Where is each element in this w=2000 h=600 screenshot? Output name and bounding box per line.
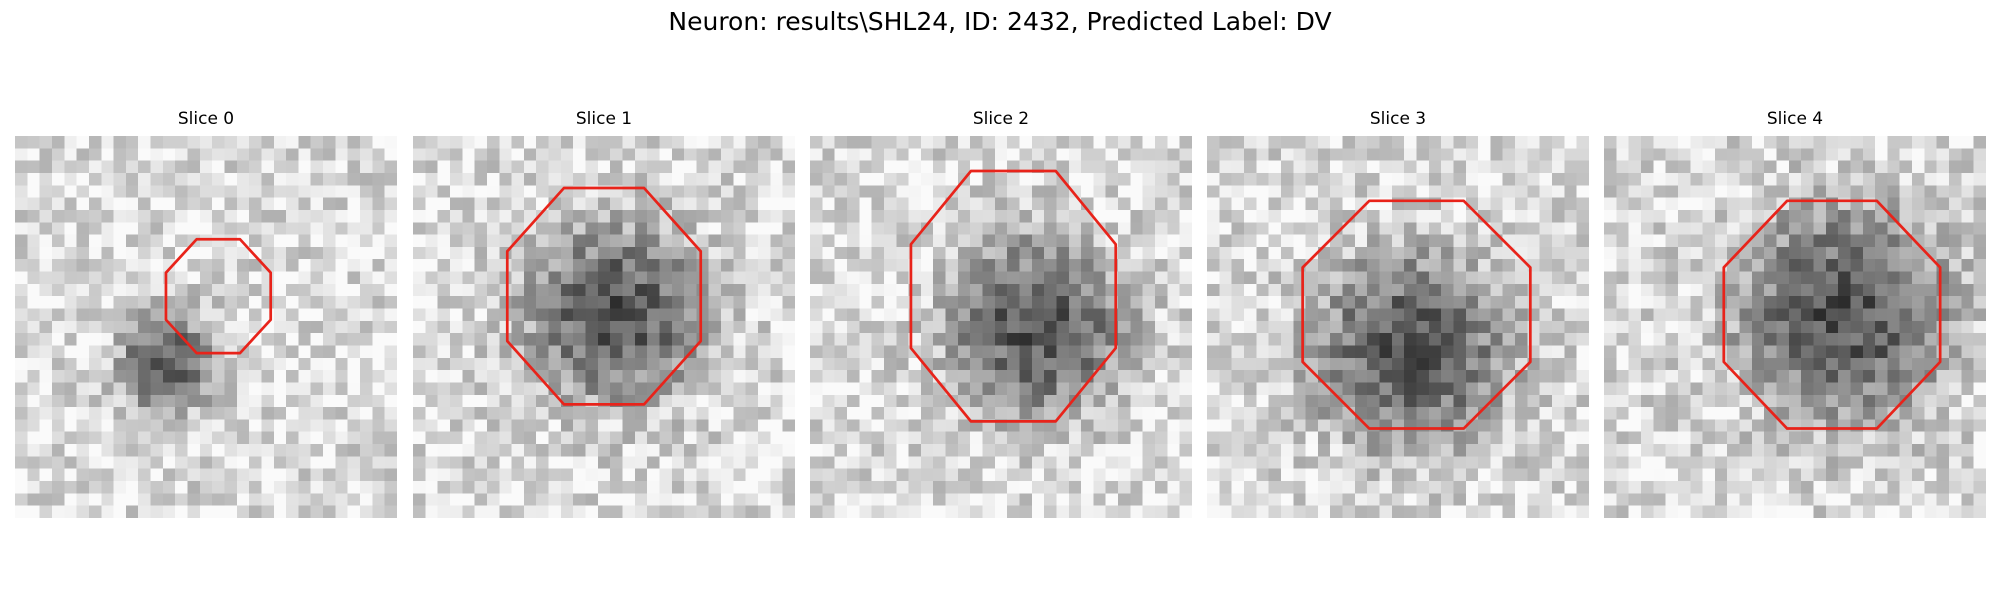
slice-panel-1: Slice 1: [413, 108, 795, 518]
slice-title: Slice 2: [972, 109, 1030, 129]
segmentation-contour: [909, 169, 1118, 423]
slice-title: Slice 0: [177, 109, 235, 129]
slice-title: Slice 3: [1369, 109, 1427, 129]
segmentation-contour: [1722, 199, 1942, 430]
slice-title: Slice 4: [1766, 109, 1824, 129]
slice-panel-4: Slice 4: [1604, 108, 1986, 518]
figure-title: Neuron: results\SHL24, ID: 2432, Predict…: [668, 7, 1332, 36]
segmentation-contour: [164, 237, 273, 355]
slice-panel-0: Slice 0: [15, 108, 397, 518]
segmentation-contour: [505, 186, 703, 406]
slice-image: [413, 136, 795, 518]
slice-image: [810, 136, 1192, 518]
slice-image: [15, 136, 397, 518]
slice-panel-3: Slice 3: [1207, 108, 1589, 518]
slice-image: [1207, 136, 1589, 518]
slice-image: [1604, 136, 1986, 518]
segmentation-contour: [1301, 199, 1532, 430]
slice-panel-2: Slice 2: [810, 108, 1192, 518]
slice-title: Slice 1: [575, 109, 633, 129]
